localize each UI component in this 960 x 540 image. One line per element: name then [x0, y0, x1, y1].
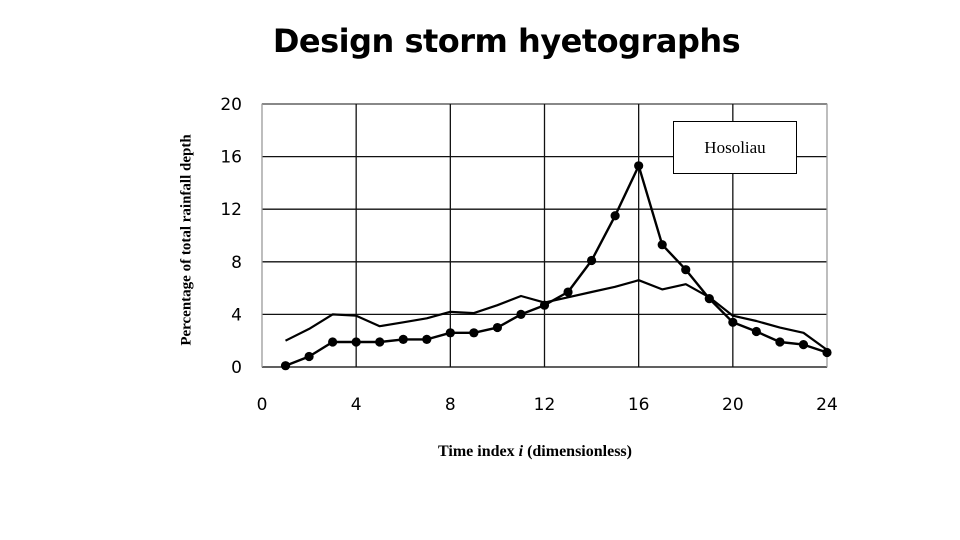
data-point-hosoliau — [822, 347, 832, 358]
x-axis-label-variable: i — [518, 443, 524, 460]
series-line-unmarked — [285, 279, 828, 351]
y-tick-label: 20 — [220, 95, 242, 115]
data-point-hosoliau — [304, 351, 314, 362]
data-point-hosoliau — [657, 240, 667, 250]
y-tick-label: 12 — [220, 200, 242, 220]
x-tick-label: 16 — [628, 395, 650, 415]
tick-labels: 0 4 8 12 16 20 0 4 8 12 16 20 24 — [220, 95, 837, 415]
chart-title: Design storm hyetographs — [272, 22, 741, 60]
y-tick-label: 16 — [220, 148, 242, 168]
data-point-hosoliau — [798, 340, 809, 350]
series-layer — [280, 161, 832, 371]
legend-label: Hosoliau — [704, 137, 766, 157]
x-tick-label: 8 — [445, 395, 456, 415]
data-point-hosoliau — [469, 328, 479, 338]
data-point-hosoliau — [375, 337, 385, 347]
data-point-hosoliau — [280, 361, 291, 371]
data-point-hosoliau — [398, 334, 408, 344]
data-point-hosoliau — [328, 337, 338, 347]
data-point-hosoliau — [445, 328, 455, 338]
data-point-hosoliau — [351, 337, 361, 347]
data-point-hosoliau — [681, 265, 691, 275]
data-point-hosoliau — [728, 317, 738, 327]
y-tick-label: 0 — [231, 358, 242, 378]
data-point-hosoliau — [516, 309, 526, 319]
x-axis-label-pre: Time index — [438, 443, 519, 460]
x-tick-label: 20 — [722, 395, 744, 415]
series-line-hosoliau — [285, 164, 828, 367]
y-tick-label: 4 — [231, 305, 242, 325]
x-axis-label-post: (dimensionless) — [523, 443, 632, 460]
data-point-hosoliau — [422, 334, 432, 344]
data-point-hosoliau — [563, 287, 573, 297]
data-point-hosoliau — [634, 161, 644, 171]
x-tick-label: 12 — [534, 395, 556, 415]
x-tick-label: 0 — [257, 395, 268, 415]
x-axis-label: Time index i (dimensionless) — [438, 443, 632, 461]
data-point-hosoliau — [775, 337, 785, 347]
y-tick-label: 8 — [231, 253, 242, 273]
data-point-hosoliau — [492, 322, 503, 333]
x-tick-label: 4 — [351, 395, 362, 415]
legend-box: Hosoliau — [673, 121, 797, 174]
data-point-hosoliau — [610, 211, 620, 221]
x-tick-label: 24 — [816, 395, 838, 415]
data-point-hosoliau — [751, 326, 761, 337]
data-point-hosoliau — [586, 255, 597, 266]
